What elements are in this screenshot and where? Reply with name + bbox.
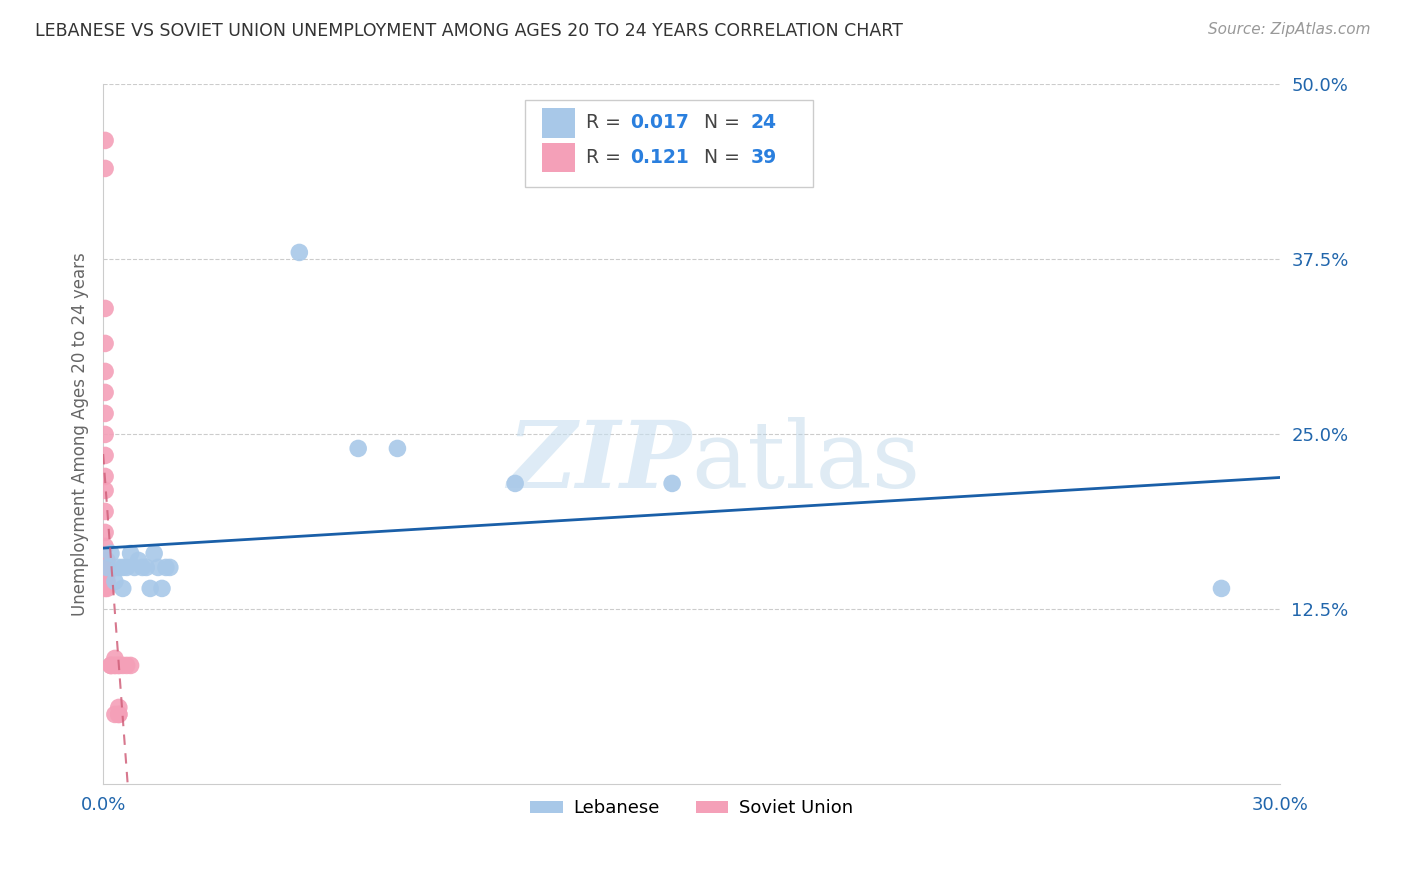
Point: [100, 658, 122, 673]
Point: [94, 504, 117, 518]
Point: [96, 560, 118, 574]
Point: [94, 385, 117, 400]
Point: [146, 560, 169, 574]
Point: [94, 364, 117, 378]
Point: [100, 546, 122, 560]
Text: Source: ZipAtlas.com: Source: ZipAtlas.com: [1208, 22, 1371, 37]
Point: [94, 406, 117, 420]
Point: [94, 336, 117, 351]
Point: [104, 574, 127, 589]
Point: [94, 161, 117, 176]
Text: N =: N =: [703, 113, 745, 132]
Text: 24: 24: [751, 113, 776, 132]
Point: [96, 574, 118, 589]
Point: [150, 582, 173, 596]
Text: 0.121: 0.121: [630, 148, 689, 167]
Point: [120, 658, 142, 673]
Text: LEBANESE VS SOVIET UNION UNEMPLOYMENT AMONG AGES 20 TO 24 YEARS CORRELATION CHAR: LEBANESE VS SOVIET UNION UNEMPLOYMENT AM…: [35, 22, 903, 40]
Point: [111, 658, 134, 673]
Point: [104, 651, 127, 665]
Point: [108, 658, 131, 673]
Bar: [543, 143, 575, 172]
Point: [159, 560, 181, 574]
Point: [96, 582, 118, 596]
Bar: [543, 108, 575, 137]
Point: [94, 567, 117, 582]
Point: [347, 442, 370, 456]
Text: ZIP: ZIP: [508, 417, 692, 508]
Point: [503, 476, 526, 491]
Point: [94, 483, 117, 498]
Point: [1211, 582, 1233, 596]
Point: [96, 560, 118, 574]
Point: [288, 245, 311, 260]
Point: [96, 553, 118, 567]
Point: [94, 525, 117, 540]
Point: [127, 553, 149, 567]
Point: [124, 560, 146, 574]
Point: [135, 560, 157, 574]
Point: [94, 469, 117, 483]
Point: [115, 560, 138, 574]
Point: [108, 707, 131, 722]
Text: 0.017: 0.017: [630, 113, 689, 132]
Point: [143, 546, 166, 560]
Point: [96, 560, 118, 574]
Point: [108, 560, 131, 574]
Point: [111, 582, 134, 596]
Text: atlas: atlas: [692, 417, 921, 508]
Point: [104, 658, 127, 673]
FancyBboxPatch shape: [524, 100, 813, 187]
Text: R =: R =: [586, 113, 627, 132]
Text: R =: R =: [586, 148, 633, 167]
Point: [139, 582, 162, 596]
Point: [108, 707, 131, 722]
Point: [387, 442, 409, 456]
Point: [108, 658, 131, 673]
Point: [94, 133, 117, 147]
Point: [108, 700, 131, 714]
Point: [104, 707, 127, 722]
Point: [100, 658, 122, 673]
Point: [94, 553, 117, 567]
Point: [94, 427, 117, 442]
Point: [94, 540, 117, 554]
Point: [104, 658, 127, 673]
Point: [111, 560, 134, 574]
Y-axis label: Unemployment Among Ages 20 to 24 years: Unemployment Among Ages 20 to 24 years: [72, 252, 89, 616]
Legend: Lebanese, Soviet Union: Lebanese, Soviet Union: [523, 792, 860, 824]
Point: [661, 476, 683, 491]
Point: [131, 560, 153, 574]
Point: [100, 658, 122, 673]
Text: N =: N =: [703, 148, 745, 167]
Text: 39: 39: [751, 148, 778, 167]
Point: [96, 567, 118, 582]
Point: [120, 546, 142, 560]
Point: [96, 560, 118, 574]
Point: [94, 449, 117, 463]
Point: [94, 301, 117, 316]
Point: [115, 658, 138, 673]
Point: [94, 582, 117, 596]
Point: [155, 560, 177, 574]
